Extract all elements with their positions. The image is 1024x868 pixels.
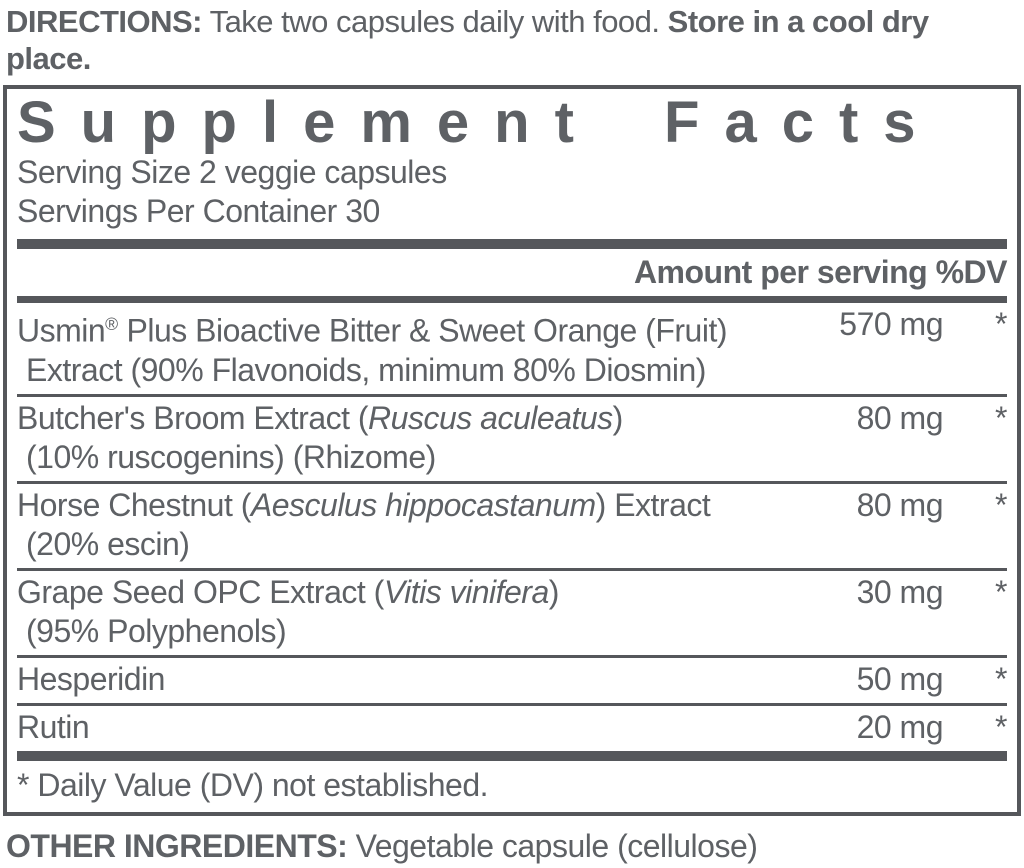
ingredient-table: Usmin® Plus Bioactive Bitter & Sweet Ora… [17,303,1008,751]
ingredient-name-line: Extract (90% Flavonoids, minimum 80% Dio… [17,351,823,390]
servings-per-container: Servings Per Container 30 [17,193,380,229]
column-header: Amount per serving %DV [633,254,1008,290]
ingredient-text: Plus Bioactive Bitter & Sweet Orange (Fr… [118,312,728,349]
ingredient-row: Hesperidin 50 mg * [17,654,1008,703]
ingredient-dv: * [995,306,1007,342]
ingredient-text: Extract (90% Flavonoids, minimum 80% Dio… [26,351,706,388]
ingredient-name-line: Hesperidin [17,660,823,699]
ingredient-name: Butcher's Broom Extract (Ruscus aculeatu… [17,399,823,477]
ingredient-text: (95% Polyphenols) [26,612,287,649]
ingredient-name: Grape Seed OPC Extract (Vitis vinifera)(… [17,573,823,651]
ingredient-name-line: Usmin® Plus Bioactive Bitter & Sweet Ora… [17,305,823,351]
directions-text: DIRECTIONS: Take two capsules daily with… [0,0,1024,77]
ingredient-text: ) [548,573,560,610]
other-ingredients-text: Vegetable capsule (cellulose) [355,827,758,864]
ingredient-text: (10% ruscogenins) (Rhizome) [26,438,436,475]
ingredient-name-line: Butcher's Broom Extract (Ruscus aculeatu… [17,399,823,438]
ingredient-amount: 80 mg [856,399,944,436]
ingredient-row: Butcher's Broom Extract (Ruscus aculeatu… [17,393,1008,481]
dv-footnote: * Daily Value (DV) not established. [17,766,489,803]
ingredient-text: Butcher's Broom Extract ( [17,399,369,436]
ingredient-dv: * [995,573,1007,610]
directions-body: Take two capsules daily with food. [209,4,660,39]
ingredient-name: Usmin® Plus Bioactive Bitter & Sweet Ora… [17,305,823,390]
serving-size: Serving Size 2 veggie capsules [17,154,447,190]
ingredient-name-line: Grape Seed OPC Extract (Vitis vinifera) [17,573,823,612]
ingredient-row: Usmin® Plus Bioactive Bitter & Sweet Ora… [17,303,1008,394]
divider-thick-bottom [17,750,1007,761]
other-ingredients-label: OTHER INGREDIENTS: [6,827,348,864]
ingredient-name: Hesperidin [17,660,823,699]
ingredient-text: Grape Seed OPC Extract ( [17,573,384,610]
ingredient-name-line: (10% ruscogenins) (Rhizome) [17,438,823,477]
ingredient-dv: * [995,660,1007,697]
panel-title: Supplement Facts [17,90,941,155]
ingredient-name: Horse Chestnut (Aesculus hippocastanum) … [17,486,823,564]
divider-thick-top [17,239,1007,249]
ingredient-text: (20% escin) [26,525,190,562]
directions-label: DIRECTIONS: [6,4,203,39]
directions-storage: Store in a cool dry place. [6,4,929,76]
ingredient-dv: * [995,486,1007,523]
ingredient-dv: * [995,399,1007,436]
registered-mark: ® [105,314,119,334]
ingredient-text: Vitis vinifera [383,573,549,610]
ingredient-text: ) [612,399,624,436]
ingredient-amount: 30 mg [856,573,944,610]
ingredient-dv: * [995,708,1007,745]
ingredient-text: Horse Chestnut ( [17,486,251,523]
ingredient-name-line: (95% Polyphenols) [17,612,823,651]
ingredient-amount: 50 mg [856,660,944,697]
divider-medium [17,296,1007,303]
other-ingredients: OTHER INGREDIENTS: Vegetable capsule (ce… [6,827,1014,866]
ingredient-amount: 570 mg [839,306,943,342]
supplement-facts-panel: Supplement Facts Serving Size 2 veggie c… [3,85,1021,816]
ingredient-text: Ruscus aculeatus [368,399,613,436]
ingredient-row: Rutin 20 mg * [17,702,1008,751]
ingredient-text: Usmin [17,312,106,349]
ingredient-text: Aesculus hippocastanum [250,486,596,523]
ingredient-text: Rutin [17,708,90,745]
ingredient-text: ) Extract [595,486,711,523]
ingredient-row: Horse Chestnut (Aesculus hippocastanum) … [17,480,1008,568]
ingredient-amount: 20 mg [856,708,944,745]
ingredient-amount: 80 mg [856,486,944,523]
ingredient-name-line: Horse Chestnut (Aesculus hippocastanum) … [17,486,823,525]
ingredient-name-line: (20% escin) [17,525,823,564]
ingredient-name-line: Rutin [17,708,823,747]
ingredient-text: Hesperidin [17,660,165,697]
ingredient-name: Rutin [17,708,823,747]
ingredient-row: Grape Seed OPC Extract (Vitis vinifera)(… [17,567,1008,655]
